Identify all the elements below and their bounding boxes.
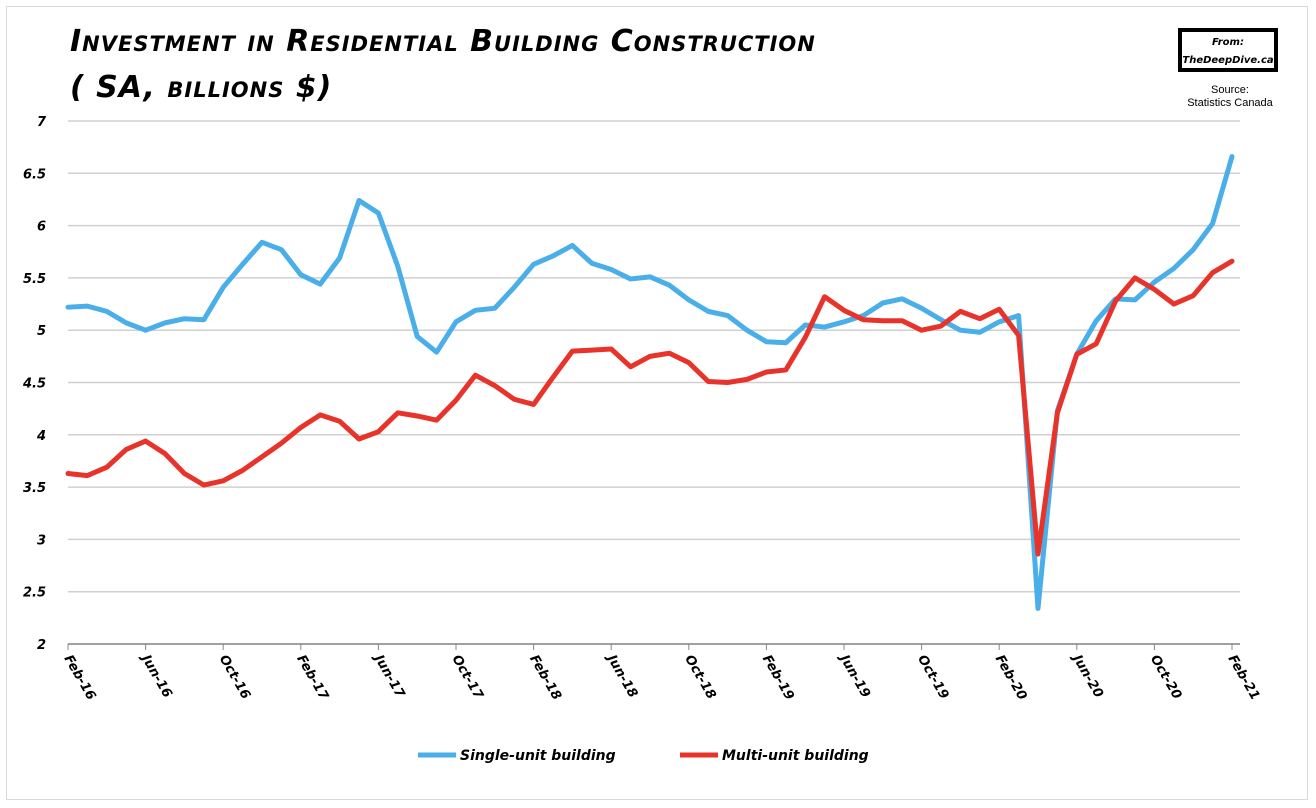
series-line-single-unit bbox=[65, 154, 1235, 611]
x-tick-label: Oct-17 bbox=[449, 653, 487, 703]
x-tick-label: Jun-16 bbox=[137, 650, 175, 701]
y-tick-label: 6.5 bbox=[23, 167, 46, 182]
y-tick-label: 3.5 bbox=[23, 481, 46, 496]
logo: From: TheDeepDive.ca bbox=[1178, 28, 1278, 72]
x-tick-label: Feb-21 bbox=[1225, 653, 1263, 703]
logo-line2: TheDeepDive.ca bbox=[1182, 55, 1274, 66]
x-tick-label: Feb-20 bbox=[992, 653, 1030, 703]
y-tick-label: 5 bbox=[37, 324, 46, 339]
chart-subtitle: ( SA, billions $) bbox=[70, 70, 333, 105]
chart-border bbox=[6, 6, 1308, 800]
x-tick-label: Feb-18 bbox=[526, 653, 564, 703]
source-note: Source: Statistics Canada bbox=[1170, 84, 1290, 110]
y-tick-label: 3 bbox=[37, 533, 46, 548]
source-label: Source: bbox=[1211, 84, 1249, 96]
y-tick-label: 6 bbox=[37, 220, 46, 235]
x-tick-label: Jun-17 bbox=[369, 650, 407, 701]
chart-title: Investment in Residential Building Const… bbox=[70, 24, 816, 59]
x-tick-label: Oct-18 bbox=[681, 653, 718, 702]
y-tick-label: 7 bbox=[37, 115, 47, 130]
y-tick-label: 5.5 bbox=[23, 272, 46, 287]
x-tick-label: Feb-16 bbox=[61, 653, 99, 703]
x-tick-label: Oct-19 bbox=[914, 653, 951, 702]
legend-label: Single-unit building bbox=[460, 748, 616, 764]
y-tick-label: 4 bbox=[36, 429, 46, 444]
y-tick-label: 2.5 bbox=[23, 586, 46, 601]
x-tick-label: Oct-20 bbox=[1147, 653, 1184, 702]
series-line-multi-unit bbox=[65, 258, 1235, 557]
x-tick-label: Feb-19 bbox=[759, 653, 797, 703]
source-value: Statistics Canada bbox=[1187, 97, 1273, 109]
logo-line1: From: bbox=[1212, 37, 1244, 48]
legend-label: Multi-unit building bbox=[722, 748, 869, 764]
x-tick-label: Jun-18 bbox=[602, 650, 640, 701]
y-tick-label: 4.5 bbox=[22, 377, 46, 392]
y-tick-label: 2 bbox=[37, 638, 46, 653]
x-tick-label: Jun-19 bbox=[835, 650, 873, 701]
x-tick-label: Jun-20 bbox=[1068, 650, 1106, 701]
x-tick-label: Feb-17 bbox=[293, 653, 331, 704]
x-tick-label: Oct-16 bbox=[216, 653, 253, 702]
